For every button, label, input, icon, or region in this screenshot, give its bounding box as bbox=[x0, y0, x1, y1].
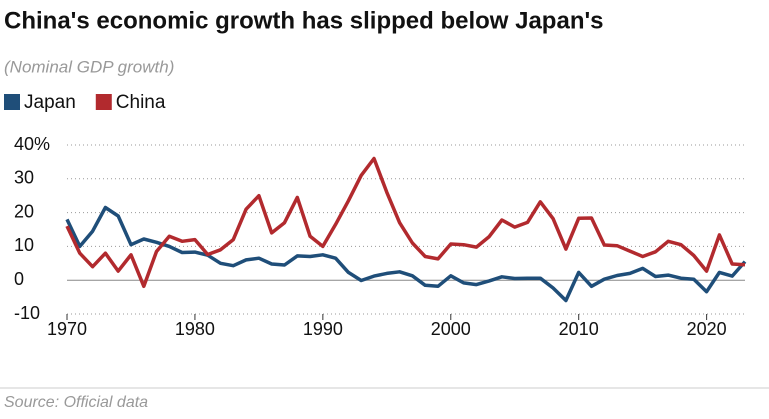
y-tick-label: -10 bbox=[14, 303, 40, 323]
series-line bbox=[65, 156, 746, 289]
legend-swatch bbox=[4, 94, 20, 110]
y-tick-label: 30 bbox=[14, 168, 34, 188]
x-tick-label: 2000 bbox=[431, 319, 471, 339]
y-tick-label: 10 bbox=[14, 235, 34, 255]
y-tick-label: 20 bbox=[14, 201, 34, 221]
chart-title: China's economic growth has slipped belo… bbox=[4, 7, 604, 34]
y-tick-label: 0 bbox=[14, 269, 24, 289]
x-tick-label: 1970 bbox=[47, 319, 87, 339]
y-tick-label: 40% bbox=[14, 134, 50, 154]
source: Source: Official data bbox=[4, 394, 148, 411]
x-tick-label: 1990 bbox=[303, 319, 343, 339]
legend-label: China bbox=[116, 92, 166, 113]
legend-swatch bbox=[95, 94, 112, 110]
series-line bbox=[65, 205, 747, 303]
legend-label: Japan bbox=[24, 92, 76, 113]
x-tick-label: 2010 bbox=[559, 319, 599, 339]
x-tick-label: 1980 bbox=[175, 319, 215, 339]
x-tick-label: 2020 bbox=[687, 319, 727, 339]
chart-subtitle: (Nominal GDP growth) bbox=[4, 57, 174, 76]
